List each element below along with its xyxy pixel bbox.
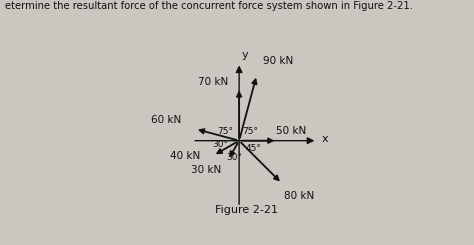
Text: etermine the resultant force of the concurrent force system shown in Figure 2-21: etermine the resultant force of the conc…: [5, 1, 413, 11]
Text: 60 kN: 60 kN: [152, 115, 182, 125]
Text: 30°: 30°: [226, 153, 242, 162]
Text: Figure 2-21: Figure 2-21: [215, 205, 278, 215]
Text: x: x: [321, 134, 328, 144]
Text: 30°: 30°: [212, 140, 228, 149]
Text: 75°: 75°: [218, 127, 234, 136]
Text: 45°: 45°: [246, 144, 261, 153]
Text: y: y: [242, 50, 248, 61]
Text: 75°: 75°: [242, 127, 258, 136]
Text: 30 kN: 30 kN: [191, 165, 222, 175]
Text: 90 kN: 90 kN: [263, 56, 293, 66]
Text: 80 kN: 80 kN: [284, 191, 314, 201]
Text: 50 kN: 50 kN: [276, 126, 307, 136]
Text: 40 kN: 40 kN: [170, 151, 200, 161]
Text: 70 kN: 70 kN: [199, 77, 228, 87]
